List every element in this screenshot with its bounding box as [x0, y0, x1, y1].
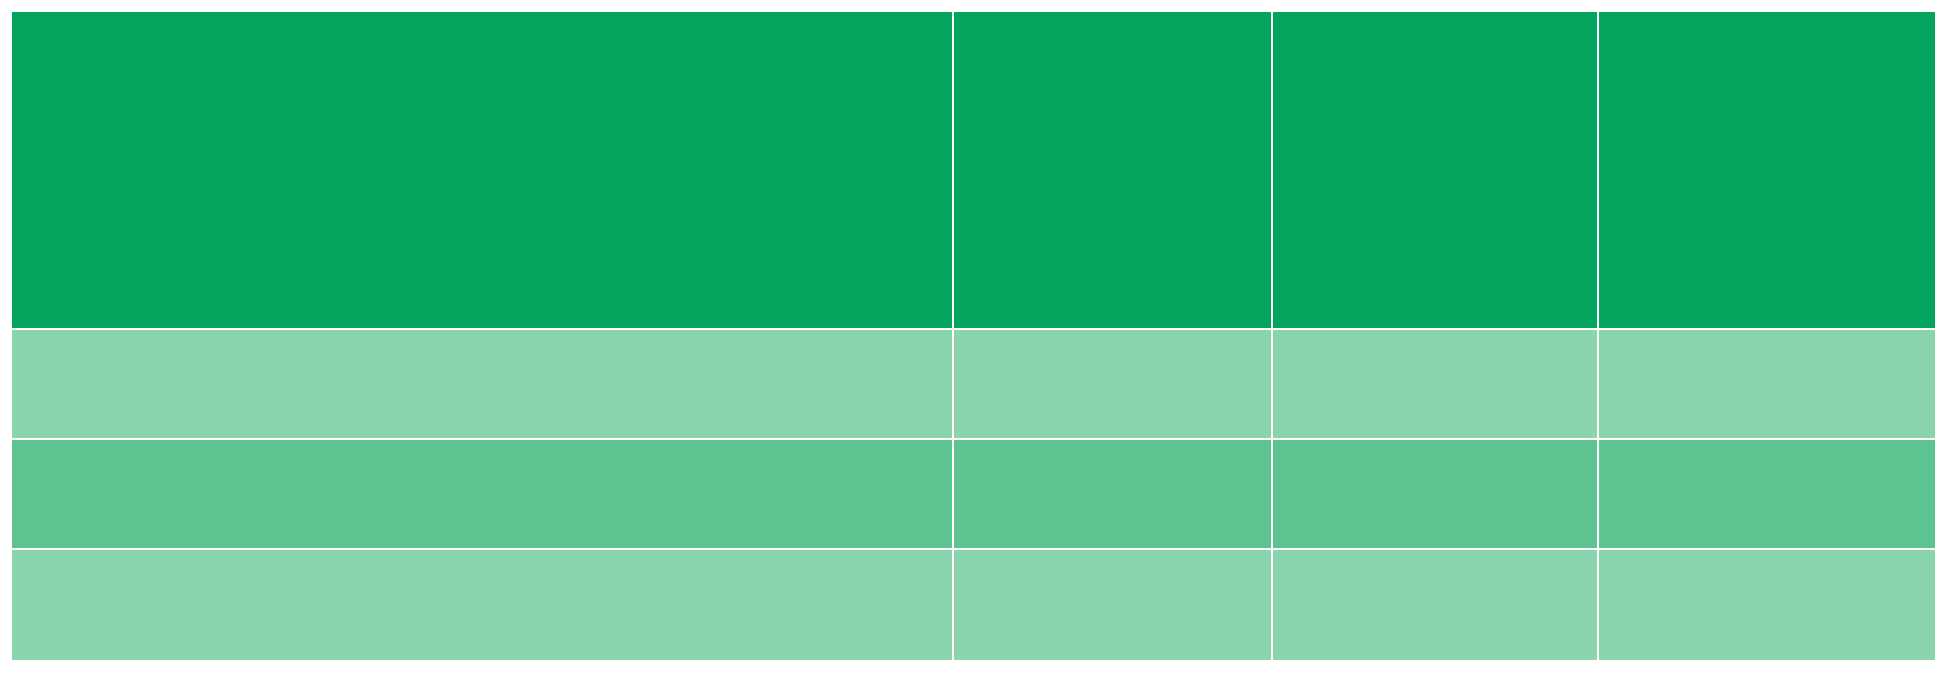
row-3-cell-2: [954, 550, 1271, 660]
row-3-cell-4: [1599, 550, 1935, 660]
row-2-cell-2: [954, 440, 1271, 548]
row-1-cell-2: [954, 330, 1271, 438]
row-2-cell-1: [12, 440, 952, 548]
row-1-cell-4: [1599, 330, 1935, 438]
row-3-cell-1: [12, 550, 952, 660]
row-2-cell-4: [1599, 440, 1935, 548]
row-3-cell-3: [1273, 550, 1597, 660]
header-cell-3: [1273, 12, 1597, 328]
row-2-cell-3: [1273, 440, 1597, 548]
header-cell-4: [1599, 12, 1935, 328]
green-table: [12, 12, 1935, 660]
header-cell-2: [954, 12, 1271, 328]
header-cell-1: [12, 12, 952, 328]
row-1-cell-3: [1273, 330, 1597, 438]
row-1-cell-1: [12, 330, 952, 438]
